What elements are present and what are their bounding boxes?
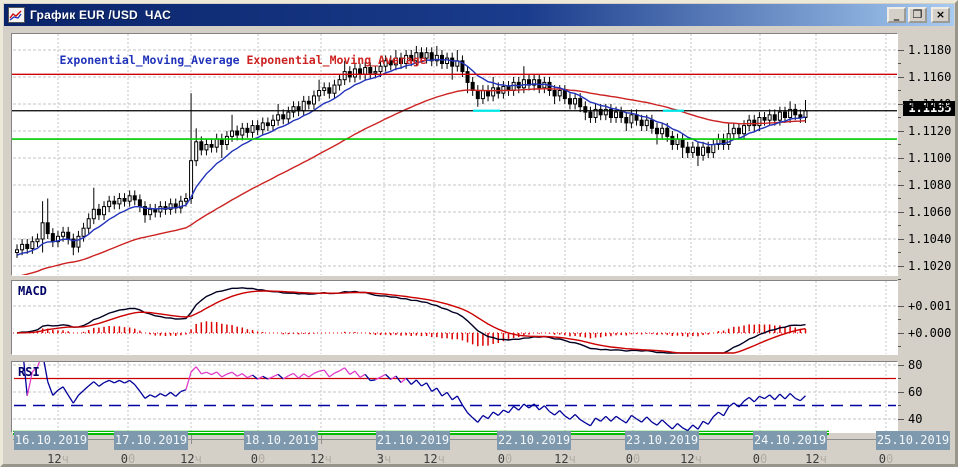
time-label: 00 (120, 452, 136, 466)
axis-tick (898, 306, 904, 307)
axis-tick (898, 346, 901, 347)
time-label: 12ч (47, 452, 69, 466)
axis-tick (898, 90, 901, 91)
rsi-label: RSI (18, 365, 40, 379)
date-label: 23.10.2019 (625, 431, 699, 450)
axis-tick (898, 158, 904, 159)
axis-tick (898, 63, 901, 64)
price-axis-label: 1.1140 (908, 97, 952, 111)
maximize-button[interactable]: ❐ (908, 7, 927, 23)
candlestick-chart[interactable] (12, 34, 897, 275)
price-axis-label: 1.1100 (908, 151, 952, 165)
rsi-panel[interactable]: RSI (11, 361, 898, 433)
axis-tick (898, 365, 904, 366)
window-title: График EUR /USD ЧАС (30, 8, 172, 22)
axis-tick (898, 212, 904, 213)
macd-panel[interactable]: MACD (11, 280, 898, 355)
date-label: 25.10.2019 (876, 431, 950, 450)
axis-tick (898, 171, 901, 172)
price-axis-label: 1.1080 (908, 178, 952, 192)
time-axis-line (13, 439, 896, 440)
current-price-badge: 1.1135 (903, 101, 955, 116)
date-label: 21.10.2019 (376, 431, 450, 450)
date-label: 17.10.2019 (114, 431, 188, 450)
rsi-axis-label: 60 (908, 385, 923, 399)
minimize-button[interactable]: _ (887, 7, 906, 23)
time-label: 00 (752, 452, 768, 466)
axis-tick (898, 333, 904, 334)
time-label: 12ч (310, 452, 332, 466)
axis-tick (898, 225, 901, 226)
axis-tick (898, 378, 901, 379)
macd-chart[interactable] (12, 281, 897, 354)
ema-fast-legend-label: Exponential_Moving_Average (59, 53, 240, 67)
time-label: 00 (878, 452, 894, 466)
time-label: 12ч (423, 452, 445, 466)
date-label: 22.10.2019 (497, 431, 571, 450)
time-label: 12ч (180, 452, 202, 466)
axis-tick (898, 117, 901, 118)
axis-tick (898, 185, 904, 186)
axis-tick (898, 392, 904, 393)
price-axis-label: 1.1040 (908, 232, 952, 246)
axis-tick (898, 405, 901, 406)
price-axis-label: 1.1020 (908, 259, 952, 273)
axis-tick (898, 198, 901, 199)
rsi-axis-label: 40 (908, 412, 923, 426)
time-label: 12ч (554, 452, 576, 466)
time-label: 00 (497, 452, 513, 466)
price-axis-label: 1.1060 (908, 205, 952, 219)
price-axis-label: 1.1120 (908, 124, 952, 138)
axis-tick (898, 266, 904, 267)
indicator-legend: Exponential_Moving_Average Exponential_M… (18, 39, 427, 81)
price-axis-label: 1.1160 (908, 70, 952, 84)
time-label: 12ч (680, 452, 702, 466)
rsi-chart[interactable] (12, 362, 897, 432)
axis-tick (898, 252, 901, 253)
time-label: 12ч (805, 452, 827, 466)
title-bar[interactable]: График EUR /USD ЧАС _ ❐ × (4, 4, 954, 26)
ema-slow-legend-label: Exponential_Moving_Average (246, 53, 427, 67)
axis-tick (898, 279, 901, 280)
axis-tick (898, 319, 901, 320)
close-button[interactable]: × (931, 7, 950, 23)
rsi-axis-label: 80 (908, 358, 923, 372)
axis-tick (898, 239, 904, 240)
price-axis-label: 1.1180 (908, 43, 952, 57)
time-label: 3ч (376, 452, 392, 466)
date-label: 24.10.2019 (753, 431, 827, 450)
axis-tick (898, 144, 901, 145)
axis-tick (898, 77, 904, 78)
macd-label: MACD (18, 284, 47, 298)
axis-tick (898, 50, 904, 51)
axis-tick (898, 104, 904, 105)
date-label: 18.10.2019 (244, 431, 318, 450)
price-chart-panel[interactable]: Exponential_Moving_Average Exponential_M… (11, 33, 898, 276)
macd-axis-label: +0.001 (908, 299, 952, 313)
chart-app-icon (8, 7, 25, 23)
date-label: 16.10.2019 (14, 431, 88, 450)
macd-axis-label: +0.000 (908, 326, 952, 340)
axis-tick (898, 131, 904, 132)
time-axis-tick (321, 435, 322, 444)
time-label: 00 (250, 452, 266, 466)
axis-tick (898, 419, 904, 420)
time-label: 00 (625, 452, 641, 466)
time-axis-tick (191, 435, 192, 444)
